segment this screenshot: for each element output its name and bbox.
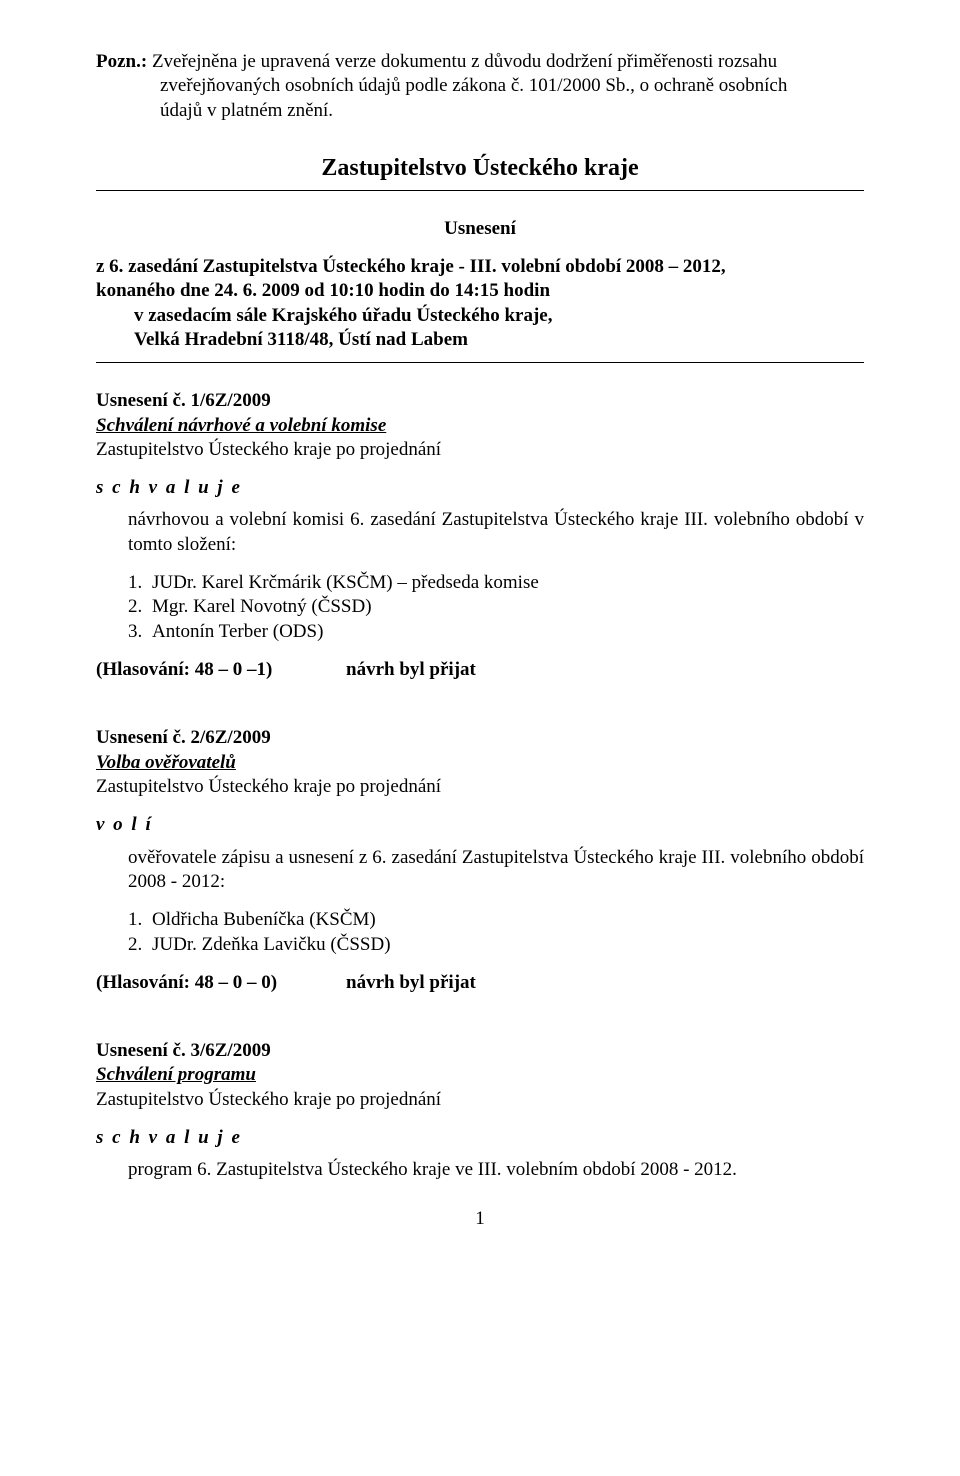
list-num: 1. — [128, 908, 152, 932]
note-line-1: Pozn.: Zveřejněna je upravená verze doku… — [96, 50, 864, 74]
resolution-intro: návrhovou a volební komisi 6. zasedání Z… — [96, 508, 864, 557]
list-item: 1.JUDr. Karel Krčmárik (KSČM) – předseda… — [128, 571, 864, 595]
list-text: JUDr. Zdeňka Lavičku (ČSSD) — [152, 933, 391, 957]
list-text: JUDr. Karel Krčmárik (KSČM) – předseda k… — [152, 571, 539, 595]
document-title: Zastupitelstvo Ústeckého kraje — [96, 153, 864, 184]
list-num: 2. — [128, 933, 152, 957]
vote-result: (Hlasování: 48 – 0 –1) — [96, 658, 346, 682]
note-line-3: údajů v platném znění. — [96, 99, 864, 123]
resolution-intro: program 6. Zastupitelstva Ústeckého kraj… — [96, 1158, 864, 1182]
vote-row: (Hlasování: 48 – 0 – 0) návrh byl přijat — [96, 971, 864, 995]
list-num: 1. — [128, 571, 152, 595]
list-text: Mgr. Karel Novotný (ČSSD) — [152, 595, 372, 619]
note-block: Pozn.: Zveřejněna je upravená verze doku… — [96, 50, 864, 123]
resolution-list: 1.Oldřicha Bubeníčka (KSČM) 2.JUDr. Zdeň… — [96, 908, 864, 957]
resolution-list: 1.JUDr. Karel Krčmárik (KSČM) – předseda… — [96, 571, 864, 644]
list-item: 1.Oldřicha Bubeníčka (KSČM) — [128, 908, 864, 932]
resolution-block: Usnesení č. 3/6Z/2009 Schválení programu… — [96, 1039, 864, 1183]
resolution-after: Zastupitelstvo Ústeckého kraje po projed… — [96, 438, 864, 462]
list-num: 3. — [128, 620, 152, 644]
list-num: 2. — [128, 595, 152, 619]
resolution-verb: s c h v a l u j e — [96, 1126, 864, 1150]
resolution-title: Schválení programu — [96, 1063, 864, 1087]
session-line-4: Velká Hradební 3118/48, Ústí nad Labem — [96, 328, 864, 352]
session-line-2: konaného dne 24. 6. 2009 od 10:10 hodin … — [96, 279, 864, 303]
list-text: Oldřicha Bubeníčka (KSČM) — [152, 908, 376, 932]
resolution-number: Usnesení č. 1/6Z/2009 — [96, 389, 864, 413]
page-number: 1 — [96, 1207, 864, 1231]
resolution-block: Usnesení č. 1/6Z/2009 Schválení návrhové… — [96, 389, 864, 682]
vote-result: (Hlasování: 48 – 0 – 0) — [96, 971, 346, 995]
vote-outcome: návrh byl přijat — [346, 971, 476, 995]
resolution-block: Usnesení č. 2/6Z/2009 Volba ověřovatelů … — [96, 726, 864, 995]
vote-row: (Hlasování: 48 – 0 –1) návrh byl přijat — [96, 658, 864, 682]
resolution-number: Usnesení č. 3/6Z/2009 — [96, 1039, 864, 1063]
resolution-intro: ověřovatele zápisu a usnesení z 6. zased… — [96, 846, 864, 895]
resolution-verb: v o l í — [96, 813, 864, 837]
resolution-number: Usnesení č. 2/6Z/2009 — [96, 726, 864, 750]
resolution-after: Zastupitelstvo Ústeckého kraje po projed… — [96, 1088, 864, 1112]
resolution-after: Zastupitelstvo Ústeckého kraje po projed… — [96, 775, 864, 799]
list-text: Antonín Terber (ODS) — [152, 620, 323, 644]
vote-outcome: návrh byl přijat — [346, 658, 476, 682]
list-item: 2.Mgr. Karel Novotný (ČSSD) — [128, 595, 864, 619]
session-block: z 6. zasedání Zastupitelstva Ústeckého k… — [96, 255, 864, 352]
resolution-verb: s c h v a l u j e — [96, 476, 864, 500]
resolution-title: Schválení návrhové a volební komise — [96, 414, 864, 438]
note-line1-rest: Zveřejněna je upravená verze dokumentu z… — [147, 51, 777, 72]
note-line-2: zveřejňovaných osobních údajů podle záko… — [96, 74, 864, 98]
list-item: 3.Antonín Terber (ODS) — [128, 620, 864, 644]
session-line-3: v zasedacím sále Krajského úřadu Ústecké… — [96, 304, 864, 328]
session-line-1: z 6. zasedání Zastupitelstva Ústeckého k… — [96, 255, 864, 279]
note-label: Pozn.: — [96, 51, 147, 72]
document-subtitle: Usnesení — [96, 217, 864, 241]
horizontal-rule — [96, 190, 864, 191]
list-item: 2.JUDr. Zdeňka Lavičku (ČSSD) — [128, 933, 864, 957]
horizontal-rule — [96, 362, 864, 363]
resolution-title: Volba ověřovatelů — [96, 751, 864, 775]
